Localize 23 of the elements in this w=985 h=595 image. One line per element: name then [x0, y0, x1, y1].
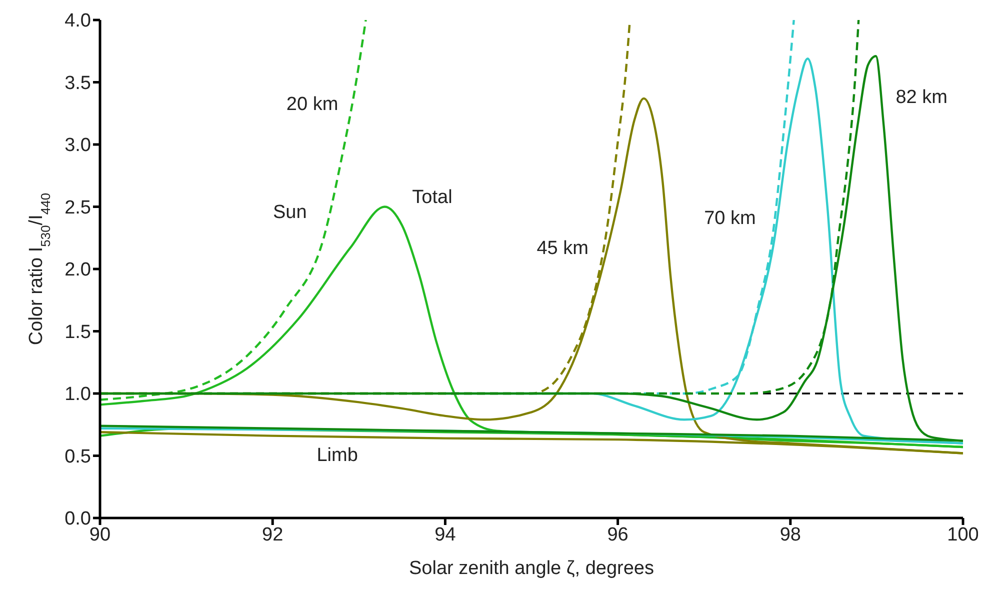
- x-tick-label: 98: [780, 524, 801, 546]
- x-tick-label: 96: [607, 524, 628, 546]
- x-tick-label: 92: [262, 524, 284, 546]
- annotation: Total: [412, 187, 452, 210]
- x-tick-label: 90: [89, 524, 111, 546]
- annotation: 45 km: [536, 238, 588, 260]
- annotation: 70 km: [704, 208, 756, 230]
- x-tick-label: 100: [947, 524, 979, 546]
- x-tick-label: 94: [434, 524, 456, 546]
- y-tick-label: 1.0: [64, 384, 91, 406]
- annotation: 20 km: [286, 94, 338, 116]
- y-tick-label: 4.0: [64, 10, 91, 32]
- y-tick-label: 0.0: [64, 508, 91, 530]
- annotation: 82 km: [896, 87, 948, 110]
- annotation: Sun: [272, 202, 307, 224]
- annotation: Limb: [316, 444, 358, 467]
- y-tick-label: 1.5: [64, 322, 91, 343]
- x-axis-title: Solar zenith angle ζ, degrees: [409, 558, 654, 579]
- y-tick-label: 2.5: [64, 197, 91, 218]
- y-tick-label: 2.0: [64, 260, 91, 281]
- y-tick-label: 3.0: [64, 135, 91, 156]
- y-tick-label: 3.5: [64, 72, 91, 94]
- y-tick-label: 0.5: [64, 446, 91, 468]
